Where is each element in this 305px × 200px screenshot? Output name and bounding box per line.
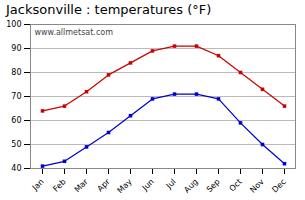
svg-text:40: 40 [11,164,21,173]
svg-text:Nov: Nov [248,177,266,195]
html-text:Jacksonville : temperatures (°: Jacksonville : temperatures (°F) [6,2,212,17]
svg-text:90: 90 [11,44,21,53]
svg-text:Apr: Apr [96,177,113,194]
svg-text:100: 100 [6,20,21,29]
svg-text:50: 50 [11,140,21,149]
svg-text:Dec: Dec [270,177,287,194]
svg-text:70: 70 [11,92,21,101]
svg-text:Jul: Jul [164,177,178,191]
svg-text:Feb: Feb [51,177,67,193]
svg-text:Jun: Jun [140,177,156,193]
svg-text:Aug: Aug [182,177,199,194]
svg-text:60: 60 [11,116,21,125]
svg-text:80: 80 [11,68,21,77]
svg-text:Jan: Jan [30,177,46,193]
svg-text:Mar: Mar [73,177,91,195]
svg-text:Sep: Sep [205,177,222,194]
svg-text:Oct: Oct [228,177,244,193]
svg-text:www.allmetsat.com: www.allmetsat.com [35,28,114,37]
svg-text:May: May [116,177,134,195]
